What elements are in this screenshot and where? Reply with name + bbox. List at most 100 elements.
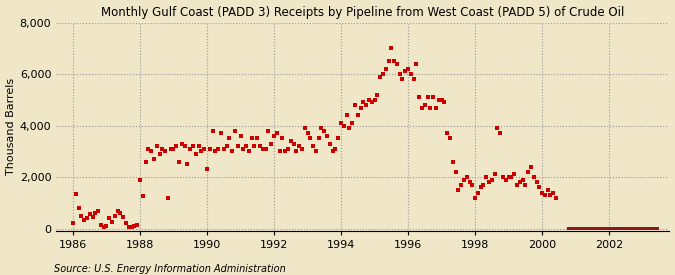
Point bbox=[470, 196, 481, 200]
Point bbox=[416, 105, 427, 110]
Point bbox=[347, 121, 358, 125]
Point bbox=[90, 211, 101, 215]
Point bbox=[190, 152, 201, 156]
Point bbox=[414, 95, 425, 99]
Point bbox=[539, 193, 550, 197]
Point bbox=[484, 180, 495, 185]
Point bbox=[481, 175, 491, 179]
Point bbox=[475, 185, 486, 189]
Point bbox=[171, 144, 182, 148]
Point bbox=[146, 149, 157, 153]
Point bbox=[489, 172, 500, 177]
Point bbox=[241, 144, 252, 148]
Point bbox=[249, 144, 260, 148]
Point bbox=[308, 144, 319, 148]
Point bbox=[140, 160, 151, 164]
Point bbox=[448, 160, 458, 164]
Point bbox=[512, 183, 522, 187]
Point bbox=[82, 216, 92, 221]
Point bbox=[185, 147, 196, 151]
Point bbox=[288, 141, 299, 146]
Point bbox=[431, 105, 441, 110]
Point bbox=[367, 100, 377, 104]
Point bbox=[342, 113, 352, 117]
Point bbox=[509, 172, 520, 177]
Point bbox=[202, 167, 213, 172]
Point bbox=[299, 126, 310, 130]
Point bbox=[254, 144, 265, 148]
Point bbox=[386, 46, 397, 50]
Point bbox=[151, 144, 162, 148]
Point bbox=[291, 149, 302, 153]
Point bbox=[495, 131, 506, 136]
Point bbox=[207, 128, 218, 133]
Point bbox=[118, 215, 129, 219]
Point bbox=[478, 183, 489, 187]
Point bbox=[352, 113, 363, 117]
Point bbox=[124, 225, 134, 230]
Point bbox=[294, 144, 304, 148]
Point bbox=[143, 147, 154, 151]
Point bbox=[230, 128, 240, 133]
Point bbox=[283, 147, 294, 151]
Point bbox=[148, 157, 159, 161]
Point bbox=[244, 149, 254, 153]
Point bbox=[101, 224, 112, 228]
Point bbox=[464, 180, 475, 185]
Point bbox=[213, 147, 223, 151]
Point bbox=[76, 213, 87, 218]
Point bbox=[176, 141, 187, 146]
Point bbox=[180, 144, 190, 148]
Point bbox=[316, 126, 327, 130]
Point bbox=[542, 188, 553, 192]
Point bbox=[188, 144, 198, 148]
Point bbox=[126, 225, 137, 230]
Point bbox=[95, 222, 106, 227]
Point bbox=[450, 170, 461, 174]
Point bbox=[263, 128, 274, 133]
Point bbox=[419, 103, 430, 107]
Point bbox=[193, 144, 204, 148]
Point bbox=[458, 177, 469, 182]
Point bbox=[372, 92, 383, 97]
Point bbox=[224, 136, 235, 141]
Point bbox=[433, 98, 444, 102]
Point bbox=[383, 59, 394, 63]
Point bbox=[330, 147, 341, 151]
Point bbox=[472, 190, 483, 195]
Point bbox=[456, 183, 466, 187]
Point bbox=[400, 69, 410, 74]
Point bbox=[500, 177, 511, 182]
Point bbox=[277, 136, 288, 141]
Point bbox=[134, 177, 145, 182]
Point bbox=[138, 194, 148, 199]
Point bbox=[335, 121, 346, 125]
Point bbox=[221, 144, 232, 148]
Point bbox=[92, 208, 103, 213]
Point bbox=[497, 175, 508, 179]
Point bbox=[257, 147, 268, 151]
Point bbox=[160, 149, 171, 153]
Point bbox=[394, 72, 405, 76]
Text: Source: U.S. Energy Information Administration: Source: U.S. Energy Information Administ… bbox=[54, 264, 286, 274]
Point bbox=[205, 147, 215, 151]
Point bbox=[132, 222, 142, 227]
Point bbox=[210, 149, 221, 153]
Point bbox=[70, 192, 81, 196]
Point bbox=[163, 196, 173, 200]
Point bbox=[355, 105, 366, 110]
Point bbox=[344, 126, 355, 130]
Point bbox=[520, 183, 531, 187]
Point bbox=[305, 136, 316, 141]
Point bbox=[215, 131, 226, 136]
Point bbox=[310, 149, 321, 153]
Point bbox=[389, 59, 400, 63]
Point bbox=[534, 185, 545, 189]
Point bbox=[196, 149, 207, 153]
Point bbox=[517, 177, 528, 182]
Point bbox=[173, 160, 184, 164]
Point bbox=[121, 221, 132, 226]
Point bbox=[182, 162, 193, 166]
Point bbox=[104, 216, 115, 221]
Point bbox=[199, 147, 210, 151]
